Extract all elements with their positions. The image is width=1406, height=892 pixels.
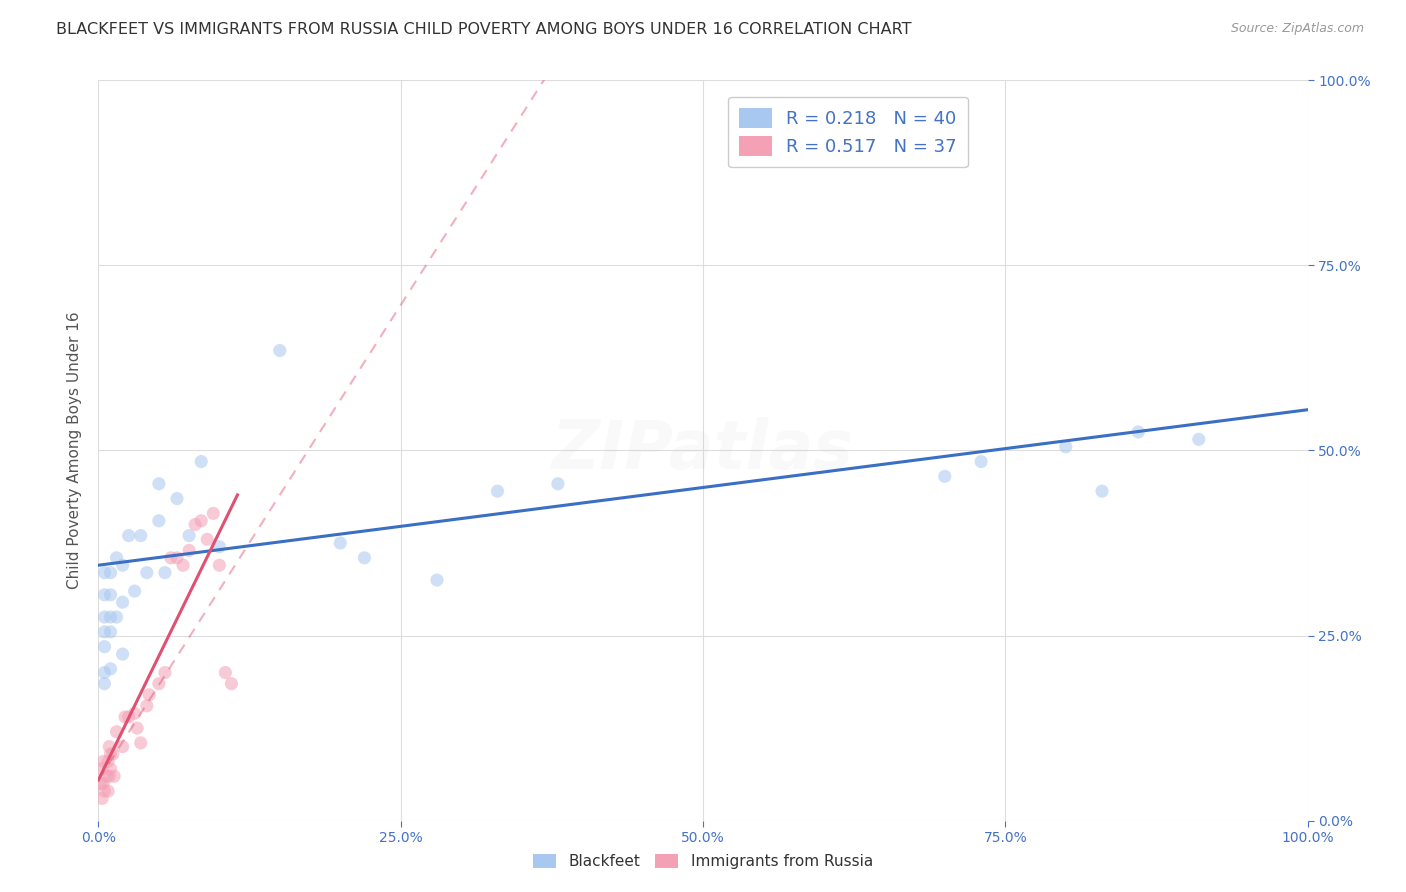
Point — [221, 676, 243, 690]
Point — [111, 647, 134, 661]
Point — [100, 762, 122, 776]
Point — [129, 736, 152, 750]
Point — [105, 550, 128, 565]
Point — [138, 688, 160, 702]
Point — [269, 343, 291, 358]
Point — [101, 747, 124, 761]
Point — [118, 528, 141, 542]
Point — [195, 533, 218, 547]
Point — [547, 476, 569, 491]
Point — [970, 454, 993, 468]
Point — [93, 676, 115, 690]
Point — [184, 517, 207, 532]
Point — [93, 610, 115, 624]
Point — [93, 566, 115, 580]
Point — [93, 784, 115, 798]
Point — [100, 588, 122, 602]
Point — [111, 739, 134, 754]
Point — [135, 698, 157, 713]
Point — [148, 476, 170, 491]
Point — [1091, 484, 1114, 499]
Point — [114, 710, 136, 724]
Point — [353, 550, 375, 565]
Point — [934, 469, 956, 483]
Point — [100, 747, 122, 761]
Y-axis label: Child Poverty Among Boys Under 16: Child Poverty Among Boys Under 16 — [67, 311, 83, 590]
Point — [179, 543, 201, 558]
Point — [329, 536, 352, 550]
Point — [98, 769, 121, 783]
Legend: R = 0.218   N = 40, R = 0.517   N = 37: R = 0.218 N = 40, R = 0.517 N = 37 — [728, 96, 967, 168]
Point — [166, 491, 188, 506]
Point — [98, 739, 121, 754]
Point — [127, 721, 149, 735]
Point — [93, 640, 115, 654]
Point — [148, 514, 170, 528]
Point — [1054, 440, 1077, 454]
Point — [1188, 433, 1211, 447]
Point — [91, 762, 114, 776]
Point — [153, 665, 176, 680]
Point — [93, 624, 115, 639]
Point — [105, 610, 128, 624]
Point — [426, 573, 449, 587]
Point — [148, 676, 170, 690]
Point — [486, 484, 509, 499]
Text: BLACKFEET VS IMMIGRANTS FROM RUSSIA CHILD POVERTY AMONG BOYS UNDER 16 CORRELATIO: BLACKFEET VS IMMIGRANTS FROM RUSSIA CHIL… — [56, 22, 911, 37]
Point — [93, 588, 115, 602]
Point — [105, 724, 128, 739]
Point — [129, 528, 152, 542]
Point — [208, 540, 231, 554]
Point — [100, 610, 122, 624]
Point — [202, 507, 225, 521]
Point — [103, 769, 125, 783]
Point — [91, 791, 114, 805]
Point — [179, 528, 201, 542]
Point — [124, 584, 146, 599]
Point — [91, 776, 114, 791]
Point — [111, 558, 134, 573]
Point — [97, 784, 120, 798]
Point — [100, 662, 122, 676]
Point — [90, 776, 112, 791]
Point — [1128, 425, 1150, 439]
Text: Source: ZipAtlas.com: Source: ZipAtlas.com — [1230, 22, 1364, 36]
Point — [190, 514, 212, 528]
Point — [96, 769, 118, 783]
Point — [93, 665, 115, 680]
Text: ZIPatlas: ZIPatlas — [553, 417, 853, 483]
Point — [97, 755, 120, 769]
Point — [166, 550, 188, 565]
Point — [214, 665, 236, 680]
Point — [172, 558, 194, 573]
Point — [118, 710, 141, 724]
Point — [111, 595, 134, 609]
Point — [135, 566, 157, 580]
Point — [100, 566, 122, 580]
Point — [208, 558, 231, 573]
Point — [190, 454, 212, 468]
Point — [91, 755, 114, 769]
Legend: Blackfeet, Immigrants from Russia: Blackfeet, Immigrants from Russia — [527, 848, 879, 875]
Point — [153, 566, 176, 580]
Point — [160, 550, 183, 565]
Point — [100, 624, 122, 639]
Point — [124, 706, 146, 721]
